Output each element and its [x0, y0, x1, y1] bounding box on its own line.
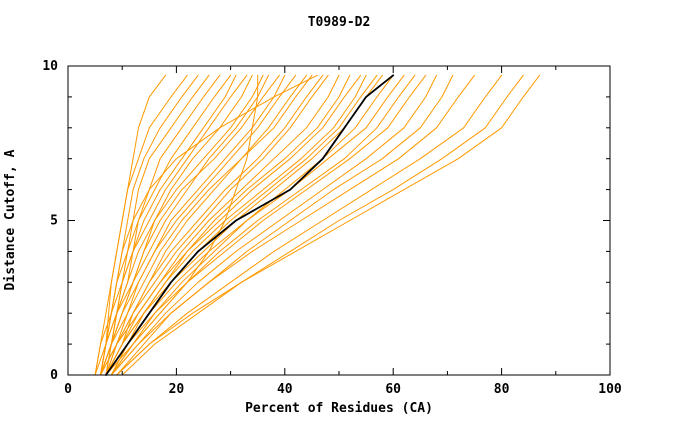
- x-tick-label: 80: [494, 382, 510, 397]
- x-tick-label: 100: [598, 382, 622, 397]
- model-line: [105, 74, 324, 376]
- x-tick-label: 20: [169, 382, 185, 397]
- reference-line: [105, 74, 395, 376]
- ticks-group: [67, 65, 611, 376]
- model-line: [100, 74, 329, 376]
- model-line: [94, 74, 188, 376]
- model-line: [116, 74, 541, 376]
- model-line: [94, 74, 232, 376]
- model-line: [100, 74, 313, 376]
- model-line: [100, 74, 264, 376]
- model-line: [105, 74, 340, 376]
- x-tick-label: 0: [64, 382, 72, 397]
- model-line: [105, 74, 286, 376]
- model-line: [105, 74, 307, 376]
- model-line: [116, 74, 503, 376]
- model-line: [94, 74, 270, 376]
- model-line: [105, 74, 259, 376]
- model-line: [100, 74, 318, 376]
- model-line: [121, 74, 524, 376]
- model-line: [116, 74, 454, 376]
- model-line: [110, 74, 438, 376]
- model-line: [110, 74, 475, 376]
- model-line: [105, 74, 427, 376]
- model-line: [100, 74, 297, 376]
- x-tick-label: 40: [277, 382, 293, 397]
- y-tick-label: 5: [50, 214, 58, 229]
- tick-labels-group: 0 20 40 60 80 100 0 5 10: [42, 59, 622, 397]
- y-axis-label: Distance Cutoff, A: [3, 149, 18, 290]
- model-line: [110, 74, 416, 376]
- y-tick-label: 10: [42, 59, 58, 74]
- chart-title: T0989-D2: [308, 15, 371, 30]
- x-tick-label: 60: [385, 382, 401, 397]
- series-group: [94, 74, 541, 376]
- x-axis-label: Percent of Residues (CA): [245, 401, 433, 416]
- model-line: [100, 74, 362, 376]
- y-tick-label: 0: [50, 368, 58, 383]
- model-line: [110, 74, 351, 376]
